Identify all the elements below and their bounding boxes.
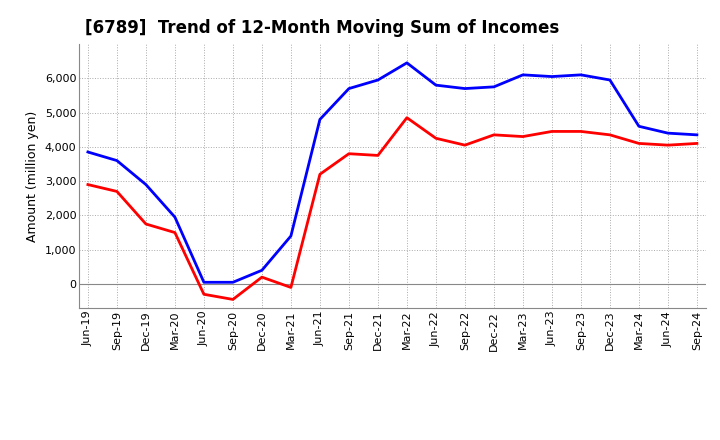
Ordinary Income <box>199 280 208 285</box>
Net Income <box>548 129 557 134</box>
Ordinary Income <box>287 233 295 238</box>
Net Income <box>374 153 382 158</box>
Net Income <box>664 143 672 148</box>
Y-axis label: Amount (million yen): Amount (million yen) <box>26 110 40 242</box>
Ordinary Income <box>461 86 469 91</box>
Ordinary Income <box>518 72 527 77</box>
Ordinary Income <box>664 131 672 136</box>
Ordinary Income <box>548 74 557 79</box>
Ordinary Income <box>374 77 382 83</box>
Ordinary Income <box>142 182 150 187</box>
Net Income <box>634 141 643 146</box>
Line: Net Income: Net Income <box>88 118 697 300</box>
Net Income <box>84 182 92 187</box>
Net Income <box>171 230 179 235</box>
Net Income <box>345 151 354 156</box>
Ordinary Income <box>112 158 121 163</box>
Net Income <box>315 172 324 177</box>
Text: [6789]  Trend of 12-Month Moving Sum of Incomes: [6789] Trend of 12-Month Moving Sum of I… <box>86 19 559 37</box>
Ordinary Income <box>402 60 411 66</box>
Net Income <box>287 285 295 290</box>
Net Income <box>112 189 121 194</box>
Ordinary Income <box>490 84 498 89</box>
Ordinary Income <box>171 215 179 220</box>
Ordinary Income <box>634 124 643 129</box>
Ordinary Income <box>258 268 266 273</box>
Ordinary Income <box>606 77 614 83</box>
Net Income <box>518 134 527 139</box>
Ordinary Income <box>431 83 440 88</box>
Line: Ordinary Income: Ordinary Income <box>88 63 697 282</box>
Net Income <box>199 292 208 297</box>
Net Income <box>490 132 498 137</box>
Net Income <box>142 221 150 227</box>
Net Income <box>606 132 614 137</box>
Ordinary Income <box>228 280 237 285</box>
Net Income <box>693 141 701 146</box>
Ordinary Income <box>577 72 585 77</box>
Net Income <box>461 143 469 148</box>
Ordinary Income <box>315 117 324 122</box>
Net Income <box>577 129 585 134</box>
Ordinary Income <box>693 132 701 137</box>
Ordinary Income <box>345 86 354 91</box>
Net Income <box>258 275 266 280</box>
Net Income <box>431 136 440 141</box>
Net Income <box>402 115 411 121</box>
Net Income <box>228 297 237 302</box>
Ordinary Income <box>84 149 92 154</box>
